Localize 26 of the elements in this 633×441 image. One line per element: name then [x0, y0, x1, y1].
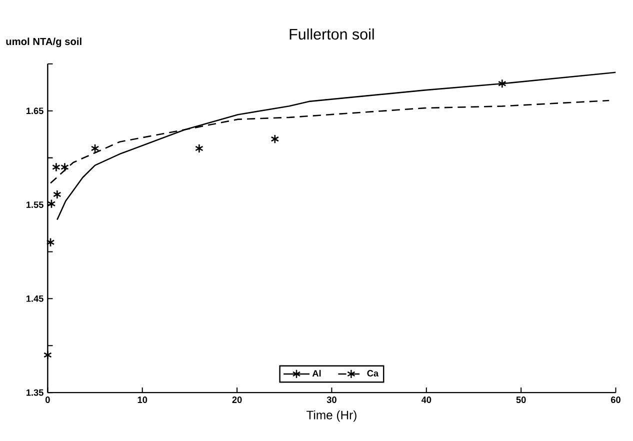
x-tick-label: 60	[611, 396, 620, 403]
point	[498, 78, 506, 88]
x-tick-label: 50	[516, 396, 526, 403]
point	[47, 198, 56, 208]
x-axis-title: Time (Hr)	[306, 410, 356, 422]
x-tick-label: 10	[138, 396, 148, 403]
legend-label: Ca	[367, 370, 379, 376]
point	[46, 237, 55, 247]
x-tick-label: 0	[46, 396, 50, 403]
y-tick-label: 1.65	[26, 107, 44, 114]
x-tick-label: 30	[326, 396, 336, 403]
point	[60, 162, 69, 172]
point	[90, 144, 100, 154]
legend-label: Al	[312, 370, 321, 376]
y-axis-title: umol NTA/g soil	[6, 38, 82, 47]
y-tick-label: 1.35	[26, 389, 44, 396]
y-tick-label: 1.55	[26, 201, 44, 208]
point	[52, 162, 60, 172]
y-tick-label: 1.45	[26, 295, 44, 302]
x-tick-label: 20	[232, 396, 242, 403]
point	[270, 134, 280, 144]
point	[194, 144, 204, 154]
chart-title: Fullerton soil	[290, 28, 374, 40]
point	[52, 190, 62, 200]
point	[44, 350, 52, 360]
x-tick-label: 40	[421, 396, 432, 403]
